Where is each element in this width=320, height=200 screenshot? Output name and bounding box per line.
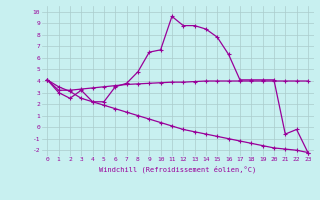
X-axis label: Windchill (Refroidissement éolien,°C): Windchill (Refroidissement éolien,°C)	[99, 165, 256, 173]
